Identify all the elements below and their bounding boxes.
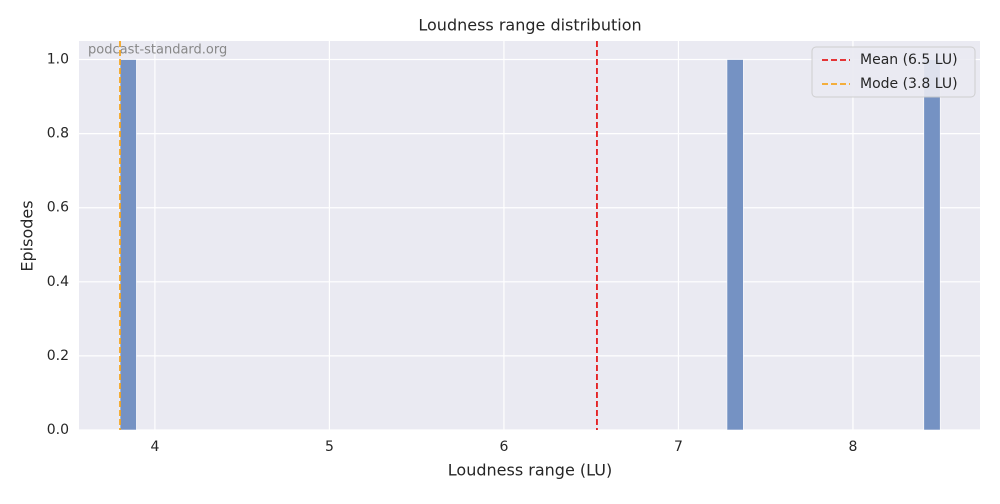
x-tick-label: 7	[674, 439, 683, 455]
y-tick-label: 0.8	[47, 126, 69, 142]
y-tick-label: 0.6	[47, 200, 69, 216]
y-tick-label: 0.0	[47, 422, 69, 438]
x-tick-label: 8	[848, 439, 857, 455]
bar	[923, 59, 941, 431]
plot-area	[79, 41, 980, 430]
y-tick-label: 0.4	[47, 274, 69, 290]
x-tick-label: 5	[325, 439, 334, 455]
x-axis-label: Loudness range (LU)	[448, 461, 612, 480]
legend-label: Mode (3.8 LU)	[860, 76, 958, 92]
y-axis-label: Episodes	[18, 200, 37, 271]
bar	[726, 59, 744, 431]
x-tick-label: 4	[150, 439, 159, 455]
bar	[119, 59, 137, 431]
legend: Mean (6.5 LU) Mode (3.8 LU)	[811, 46, 976, 98]
legend-label: Mean (6.5 LU)	[860, 52, 958, 68]
chart-title: Loudness range distribution	[418, 16, 641, 35]
x-tick-label: 6	[499, 439, 508, 455]
y-tick-label: 1.0	[47, 52, 69, 68]
watermark: podcast-standard.org	[88, 43, 227, 58]
y-tick-label: 0.2	[47, 348, 69, 364]
legend-box	[811, 46, 976, 98]
